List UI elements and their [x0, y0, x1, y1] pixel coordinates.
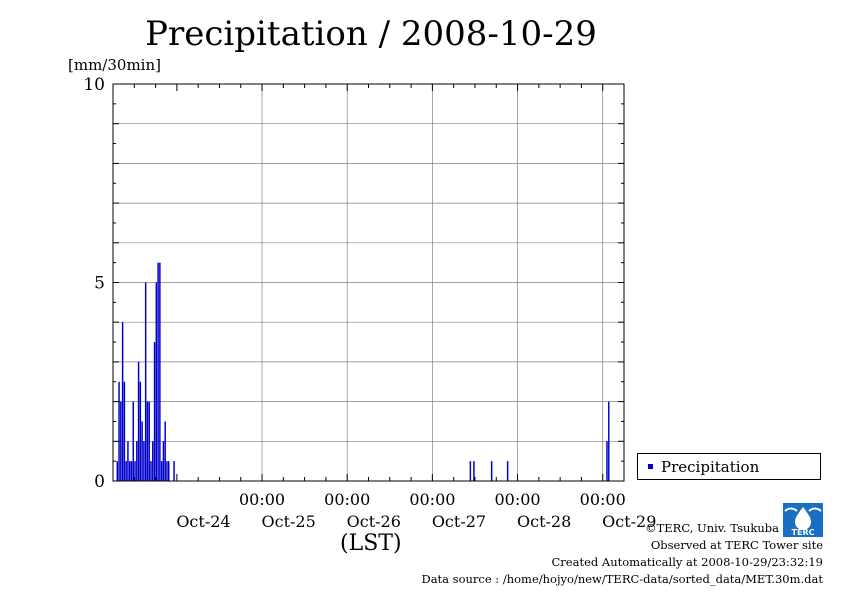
day-label: Oct-28: [517, 512, 571, 531]
copyright-text: ©TERC, Univ. Tsukuba: [645, 521, 779, 535]
day-label: Oct-27: [432, 512, 486, 531]
precip-bar: [150, 461, 152, 481]
legend-swatch: [648, 464, 653, 469]
precip-bar: [132, 401, 134, 481]
precip-bar: [153, 342, 156, 481]
created-text: Created Automatically at 2008-10-29/23:3…: [551, 555, 824, 569]
legend-box: Precipitation: [637, 453, 821, 480]
precip-bar: [141, 421, 143, 481]
precip-bar: [130, 461, 133, 481]
precip-bar: [152, 441, 154, 481]
precip-bar: [127, 441, 129, 481]
precip-bar: [159, 262, 161, 481]
y-tick-label: 10: [83, 75, 105, 95]
precip-bar: [144, 282, 147, 481]
precip-bar: [506, 461, 509, 481]
precip-bar: [157, 262, 159, 481]
credits-block: ©TERC, Univ. Tsukuba Observed at TERC To…: [421, 520, 823, 588]
x-axis-unit: (LST): [340, 531, 402, 556]
x-tick-label: 00:00: [580, 490, 626, 509]
precip-bar: [121, 322, 124, 481]
y-tick-label: 0: [94, 472, 105, 492]
source-text: Data source : /home/hojyo/new/TERC-data/…: [421, 572, 823, 586]
y-unit-label: [mm/30min]: [68, 56, 161, 74]
day-label: Oct-24: [176, 512, 230, 531]
precip-bar: [118, 381, 120, 481]
tick-marks: [112, 83, 625, 482]
precip-bar: [146, 401, 149, 481]
precip-bar: [608, 401, 610, 481]
precip-bar: [164, 421, 166, 481]
precip-bar: [606, 441, 608, 481]
precip-bar: [173, 461, 175, 481]
x-tick-label: 00:00: [239, 490, 285, 509]
terc-logo: TERC: [783, 503, 823, 537]
precip-bar: [136, 441, 138, 481]
precip-bar: [168, 461, 170, 481]
day-label: Oct-26: [347, 512, 401, 531]
logo-text: TERC: [792, 528, 815, 537]
observed-text: Observed at TERC Tower site: [650, 538, 823, 552]
precip-bar: [139, 381, 142, 481]
x-tick-label: 00:00: [324, 490, 370, 509]
precip-bar: [155, 282, 158, 481]
precip-bar: [490, 461, 493, 481]
precip-bar: [473, 461, 475, 481]
day-label: Oct-29: [602, 512, 656, 531]
day-label: Oct-25: [261, 512, 315, 531]
precip-bar: [120, 401, 122, 481]
precip-bar: [116, 461, 119, 481]
precip-bar: [160, 461, 163, 481]
grid-lines: [113, 84, 624, 481]
y-tick-label: 5: [94, 274, 105, 294]
bars: [116, 262, 610, 481]
precip-bar: [123, 381, 126, 481]
chart-title: Precipitation / 2008-10-29: [145, 14, 597, 54]
legend-label: Precipitation: [661, 457, 760, 476]
x-tick-label: 00:00: [494, 490, 540, 509]
precip-bar: [137, 361, 140, 481]
precip-bar: [143, 441, 145, 481]
precip-bar: [128, 461, 131, 481]
precip-bar: [125, 461, 127, 481]
precip-bar: [162, 441, 165, 481]
x-tick-label: 00:00: [409, 490, 455, 509]
precip-bar: [469, 461, 472, 481]
precip-bar: [148, 401, 150, 481]
tick-labels: 0 5 10 00:00 00:00 00:00 00:00 00:00 Oct-24 Oct-2…: [83, 75, 656, 531]
precip-bar: [134, 461, 136, 481]
precip-bar: [166, 461, 168, 481]
